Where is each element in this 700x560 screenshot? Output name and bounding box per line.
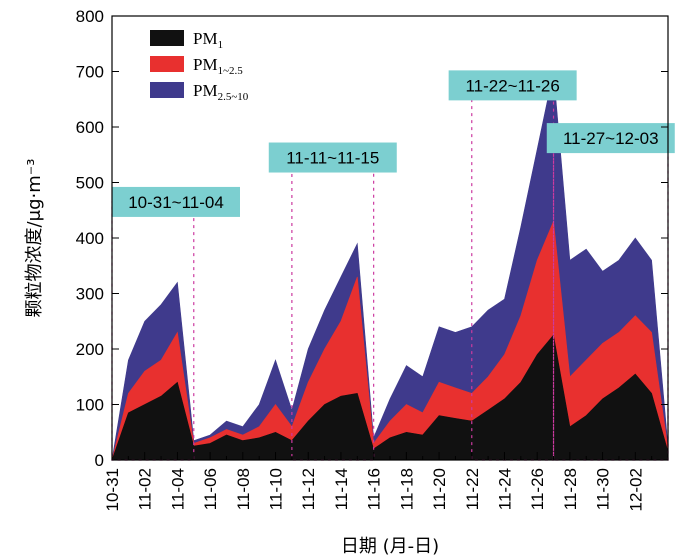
- legend-label: PM1~2.5: [193, 55, 243, 77]
- legend-label: PM2.5~10: [193, 81, 249, 103]
- x-tick-label: 11-04: [168, 468, 187, 510]
- period-label-bg: [268, 142, 397, 173]
- period-label-bg: [112, 186, 240, 217]
- x-tick-label: 11-08: [234, 468, 253, 510]
- x-tick-label: 11-06: [201, 468, 220, 510]
- period-label: 11-22~11-26: [465, 76, 559, 95]
- legend-swatch: [150, 56, 184, 72]
- x-tick-label: 12-02: [626, 468, 645, 511]
- y-tick-label: 400: [76, 229, 104, 248]
- x-tick-label: 11-22: [463, 468, 482, 510]
- area-series-1: [111, 334, 669, 461]
- y-tick-label: 200: [76, 340, 104, 359]
- legend-swatch: [150, 30, 184, 46]
- x-tick-label: 11-26: [528, 468, 547, 510]
- y-axis-label: 颗粒物浓度/μg·m⁻³: [24, 159, 45, 318]
- period-label: 11-11~11-15: [286, 149, 379, 168]
- x-axis-label: 日期 (月-日): [341, 536, 439, 557]
- period-label: 11-27~12-03: [563, 129, 659, 148]
- legend-label: PM1: [193, 29, 223, 51]
- y-tick-label: 600: [76, 118, 104, 137]
- x-tick-label: 11-16: [365, 468, 384, 510]
- x-tick-label: 10-31: [103, 468, 122, 511]
- period-annotations: 10-31~11-04 11-11~11-15 11-22~11-26 11-27~1…: [111, 70, 675, 461]
- x-tick-label: 11-14: [332, 468, 351, 510]
- y-axis-ticks: 0 100 200 300 400 500 600 700 800: [76, 7, 668, 470]
- x-tick-label: 11-20: [430, 468, 449, 510]
- x-tick-label: 11-28: [561, 468, 580, 510]
- x-tick-label: 11-10: [267, 468, 286, 510]
- stacked-areas: [111, 71, 669, 461]
- y-tick-label: 100: [76, 396, 104, 415]
- x-axis-ticks: 10-31 11-02 11-04 11-06 11-08 11-10 11-12 11-14…: [103, 452, 669, 511]
- x-tick-label: 11-12: [299, 468, 318, 510]
- y-tick-label: 800: [76, 7, 104, 26]
- legend-swatch: [150, 82, 184, 98]
- period-label: 10-31~11-04: [128, 193, 224, 212]
- period-box: [291, 156, 375, 461]
- period-label-bg: [546, 123, 675, 154]
- y-tick-label: 0: [95, 451, 104, 470]
- x-tick-label: 11-18: [397, 468, 416, 510]
- y-tick-label: 700: [76, 63, 104, 82]
- y-tick-label: 300: [76, 285, 104, 304]
- period-label-bg: [448, 70, 577, 101]
- x-tick-label: 11-30: [594, 468, 613, 510]
- legend: PM1 PM1~2.5 PM2.5~10: [150, 29, 249, 103]
- x-tick-label: 11-24: [495, 468, 514, 510]
- y-tick-label: 500: [76, 174, 104, 193]
- x-tick-label: 11-02: [136, 468, 155, 510]
